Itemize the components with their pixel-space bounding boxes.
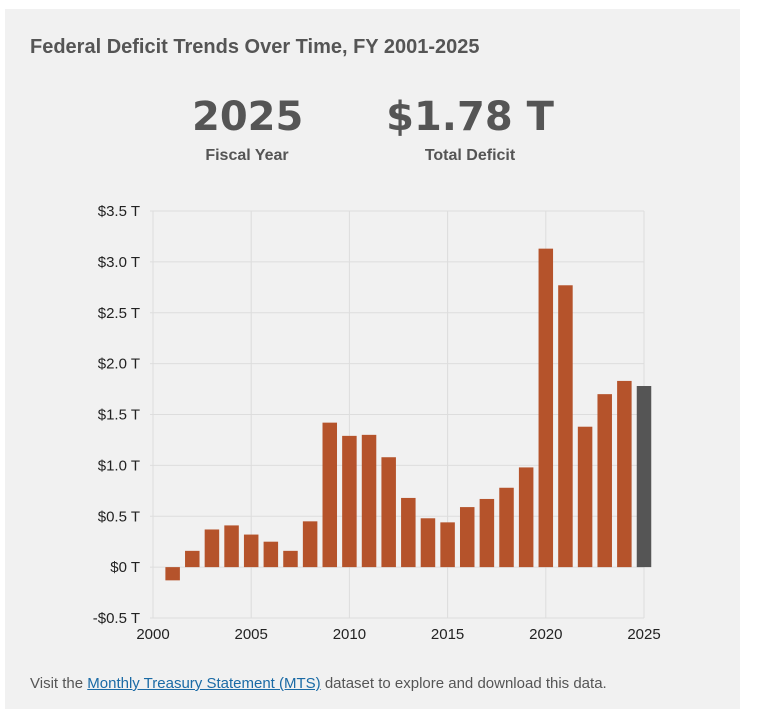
y-tick-label: $1.5 T <box>98 407 140 424</box>
deficit-bar-2001 <box>165 567 180 581</box>
mts-dataset-link[interactable]: Monthly Treasury Statement (MTS) <box>87 675 321 692</box>
total-deficit-label: Total Deficit <box>424 147 516 164</box>
x-tick-label: 2015 <box>431 626 464 643</box>
deficit-bar-2009 <box>322 422 338 568</box>
deficit-bar-2010 <box>342 435 357 568</box>
deficit-bar-2005 <box>243 534 259 568</box>
fiscal-year-label: Fiscal Year <box>205 147 289 164</box>
y-tick-label: $2.5 T <box>98 305 140 322</box>
deficit-bar-2025 <box>636 386 652 568</box>
y-tick-label: $0.5 T <box>98 508 140 525</box>
x-tick-label: 2010 <box>333 626 366 643</box>
y-tick-label: $3.0 T <box>98 254 140 271</box>
total-deficit-stat: $1.78 T Total Deficit <box>380 95 560 165</box>
footer-suffix: dataset to explore and download this dat… <box>320 675 607 692</box>
y-tick-label: $1.0 T <box>98 457 140 474</box>
footer-text: Visit the Monthly Treasury Statement (MT… <box>30 675 607 692</box>
chart-title: Federal Deficit Trends Over Time, FY 200… <box>30 36 480 58</box>
y-tick-label: $0 T <box>110 559 140 576</box>
fiscal-year-stat: 2025 Fiscal Year <box>192 94 304 165</box>
fiscal-year-value: 2025 <box>192 94 304 140</box>
deficit-bar-2023 <box>597 394 612 568</box>
deficit-bar-2016 <box>459 507 475 568</box>
total-deficit-value: $1.78 T <box>386 94 554 140</box>
deficit-bar-2020 <box>538 248 554 568</box>
deficit-bar-2004 <box>224 525 239 568</box>
deficit-bar-2019 <box>518 467 534 568</box>
x-tick-label: 2025 <box>627 626 660 643</box>
deficit-bar-2013 <box>401 497 416 568</box>
footer-prefix: Visit the <box>30 675 88 692</box>
deficit-bar-2021 <box>558 285 573 568</box>
deficit-bar-2011 <box>361 434 377 568</box>
deficit-bar-2003 <box>204 529 220 568</box>
deficit-bar-2017 <box>479 498 495 568</box>
x-tick-label: 2020 <box>529 626 562 643</box>
deficit-bar-2024 <box>617 380 632 568</box>
deficit-bar-2018 <box>499 487 514 568</box>
deficit-bar-2007 <box>283 550 298 568</box>
deficit-bar-2022 <box>577 426 593 568</box>
deficit-bar-2002 <box>185 550 200 568</box>
deficit-bar-2012 <box>381 457 396 568</box>
y-tick-label: -$0.5 T <box>93 610 140 627</box>
deficit-bar-2014 <box>420 518 436 568</box>
y-tick-label: $2.0 T <box>98 356 140 373</box>
deficit-bar-2008 <box>302 521 318 568</box>
chart-card <box>5 9 740 709</box>
x-tick-label: 2000 <box>136 626 169 643</box>
x-tick-label: 2005 <box>235 626 268 643</box>
deficit-bar-2006 <box>263 541 279 568</box>
deficit-bar-2015 <box>440 522 455 568</box>
y-tick-label: $3.5 T <box>98 203 140 220</box>
